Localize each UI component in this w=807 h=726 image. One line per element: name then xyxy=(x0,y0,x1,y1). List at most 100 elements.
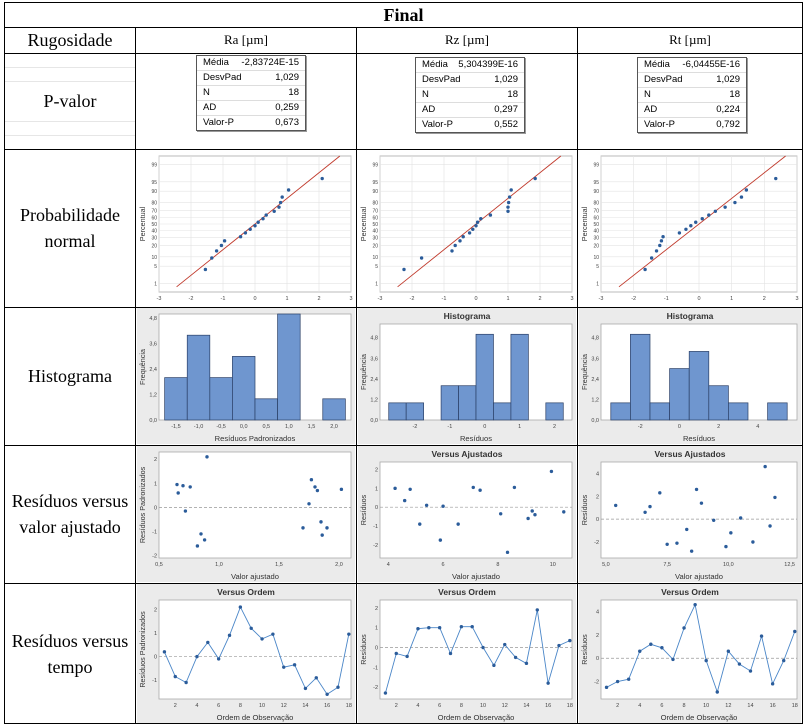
versus-order-rt: Versus Ordem Resíduos Ordem de Observação -… xyxy=(579,584,801,723)
data-point xyxy=(712,518,716,522)
data-point xyxy=(222,239,227,243)
data-point xyxy=(227,633,232,638)
data-point xyxy=(238,605,243,609)
y-tick-label: 2 xyxy=(375,468,378,474)
stat-value: 1,029 xyxy=(716,74,740,85)
y-axis-label: Percentual xyxy=(138,206,147,241)
x-tick-label: 18 xyxy=(792,703,798,709)
x-tick-label: 16 xyxy=(324,703,330,709)
data-point xyxy=(393,486,397,491)
data-point xyxy=(467,231,472,235)
normal-probability-plot-rz: Percentual 1 5 10 20 30 40 50 60 70 80 90 95 99 -3 -2 -1… xyxy=(358,150,576,306)
chart-title: Versus Ordem xyxy=(217,587,275,597)
data-point xyxy=(665,542,669,546)
data-point xyxy=(768,524,772,528)
x-tick-label: 2,0 xyxy=(335,562,343,568)
y-tick-label: 99 xyxy=(372,162,378,168)
x-tick-label: -2 xyxy=(631,296,636,302)
x-tick-label: 0,5 xyxy=(155,562,163,568)
x-tick-label: 14 xyxy=(523,703,529,709)
y-tick-label: 2 xyxy=(375,606,378,612)
data-point xyxy=(648,504,652,509)
data-point xyxy=(216,657,221,661)
x-tick-label: 0 xyxy=(678,424,681,430)
y-tick-label: 99 xyxy=(151,162,157,168)
y-tick-label: -1 xyxy=(373,665,378,671)
row-divider xyxy=(5,53,802,54)
data-point xyxy=(195,544,200,548)
plot-area xyxy=(379,599,573,700)
data-point xyxy=(659,239,664,243)
header-rz: Rz [µm] xyxy=(445,32,489,47)
y-tick-label: 10 xyxy=(151,255,157,261)
stat-label: N xyxy=(203,87,210,98)
data-point xyxy=(549,469,554,474)
data-point xyxy=(320,533,324,537)
stats-box-rz: Média 5,304399E-16 DesvPad 1,029 N 18 AD 0,2… xyxy=(415,57,525,133)
x-tick-label: 10 xyxy=(259,703,265,709)
y-tick-label: 2,4 xyxy=(149,367,157,373)
data-point xyxy=(481,645,485,650)
data-point xyxy=(638,649,642,653)
y-tick-label: 80 xyxy=(372,200,378,206)
data-point xyxy=(205,455,209,459)
y-tick-label: -2 xyxy=(594,680,599,686)
data-point xyxy=(325,526,329,530)
x-tick-label: 8 xyxy=(239,703,242,709)
data-point xyxy=(738,516,743,520)
y-tick-label: 0,0 xyxy=(149,418,157,424)
x-tick-label: 4 xyxy=(195,703,198,709)
data-point xyxy=(195,654,199,659)
y-tick-label: 80 xyxy=(593,200,599,206)
y-tick-label: 5 xyxy=(154,264,157,270)
x-tick-label: 4 xyxy=(387,562,390,568)
y-tick-label: 40 xyxy=(151,228,157,234)
histogram-bar xyxy=(405,402,424,421)
x-tick-label: 1 xyxy=(730,296,733,302)
chart-title: Versus Ajustados xyxy=(431,449,502,459)
x-tick-label: 2 xyxy=(763,296,766,302)
y-tick-label: 1 xyxy=(375,626,378,632)
header-rt: Rt [µm] xyxy=(669,32,711,47)
x-tick-label: 18 xyxy=(567,703,573,709)
data-point xyxy=(479,217,483,221)
x-tick-label: 0 xyxy=(253,296,256,302)
y-tick-label: 4,8 xyxy=(370,336,378,342)
data-point xyxy=(238,235,243,239)
data-point xyxy=(530,509,534,513)
data-point xyxy=(660,646,664,650)
x-tick-label: 3 xyxy=(570,296,573,302)
data-point xyxy=(214,249,219,253)
y-tick-label: 1,2 xyxy=(591,397,599,403)
x-tick-label: 8 xyxy=(460,703,463,709)
data-point xyxy=(184,680,188,685)
plot-area xyxy=(600,599,798,700)
x-tick-label: 6 xyxy=(217,703,220,709)
x-tick-label: 0,0 xyxy=(240,424,248,430)
x-tick-label: -1 xyxy=(221,296,226,302)
y-tick-label: 70 xyxy=(593,209,599,215)
x-tick-label: -1 xyxy=(664,296,669,302)
x-tick-label: 2 xyxy=(174,703,177,709)
y-tick-label: 1 xyxy=(596,282,599,288)
y-tick-label: 3,6 xyxy=(370,356,378,362)
data-point xyxy=(210,256,214,260)
chart-svg: Versus Ordem Resíduos Ordem de Observação -… xyxy=(358,584,576,723)
data-point xyxy=(724,544,728,549)
data-point xyxy=(614,503,618,508)
x-tick-label: 12,5 xyxy=(784,562,795,568)
data-point xyxy=(505,550,510,555)
stat-value: -6,04455E-16 xyxy=(682,59,740,70)
x-tick-label: 6 xyxy=(660,703,663,709)
x-tick-label: 0 xyxy=(474,296,477,302)
header-rugosidade: Rugosidade xyxy=(27,30,113,50)
data-point xyxy=(689,224,693,228)
data-point xyxy=(675,541,679,545)
stat-value: 0,792 xyxy=(716,119,740,130)
x-axis-label: Ordem de Observação xyxy=(438,713,515,722)
data-point xyxy=(461,235,465,239)
y-tick-label: -2 xyxy=(373,543,378,549)
y-axis-label: Frequência xyxy=(580,354,589,390)
y-tick-label: 2 xyxy=(154,457,157,463)
y-tick-label: 3,6 xyxy=(591,356,599,362)
